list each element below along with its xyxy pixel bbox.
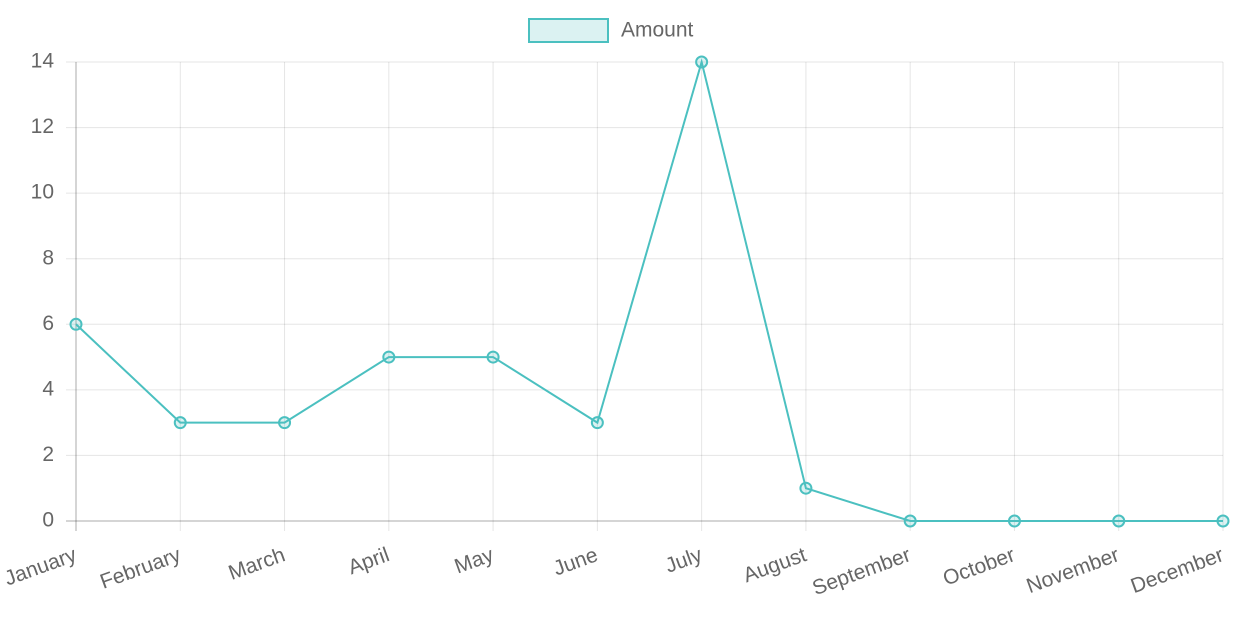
point [382,350,396,364]
point [1007,514,1021,528]
x-tick-label: May [452,543,498,578]
y-tick-label: 6 [42,312,54,335]
legend-swatch [528,18,609,43]
x-tick-label: December [1128,543,1227,598]
y-tick-label: 4 [42,377,54,400]
point [799,481,813,495]
legend-label: Amount [621,19,694,42]
y-tick-label: 14 [31,50,55,73]
y-tick-label: 0 [42,509,54,532]
x-tick-label: November [1023,543,1122,598]
x-tick-label: October [940,543,1018,590]
point [486,350,500,364]
line [75,58,1223,522]
x-tick-label: September [809,543,913,600]
point [903,514,917,528]
y-tick-label: 2 [42,443,54,466]
y-tick-label: 12 [31,115,54,138]
point [173,416,187,430]
point [278,416,292,430]
x-tick-label: July [662,543,705,578]
y-tick-label: 10 [31,181,54,204]
x-tick-label: March [225,543,288,585]
point [1216,514,1230,528]
point [1112,514,1126,528]
y-tick-label: 8 [42,246,54,269]
x-tick-label: August [740,543,809,587]
x-tick-label: April [345,543,392,579]
point [695,55,709,69]
x-tick-label: January [2,543,81,590]
x-tick-label: June [550,543,601,580]
x-tick-label: February [97,543,184,594]
point [69,317,83,331]
point [590,416,604,430]
